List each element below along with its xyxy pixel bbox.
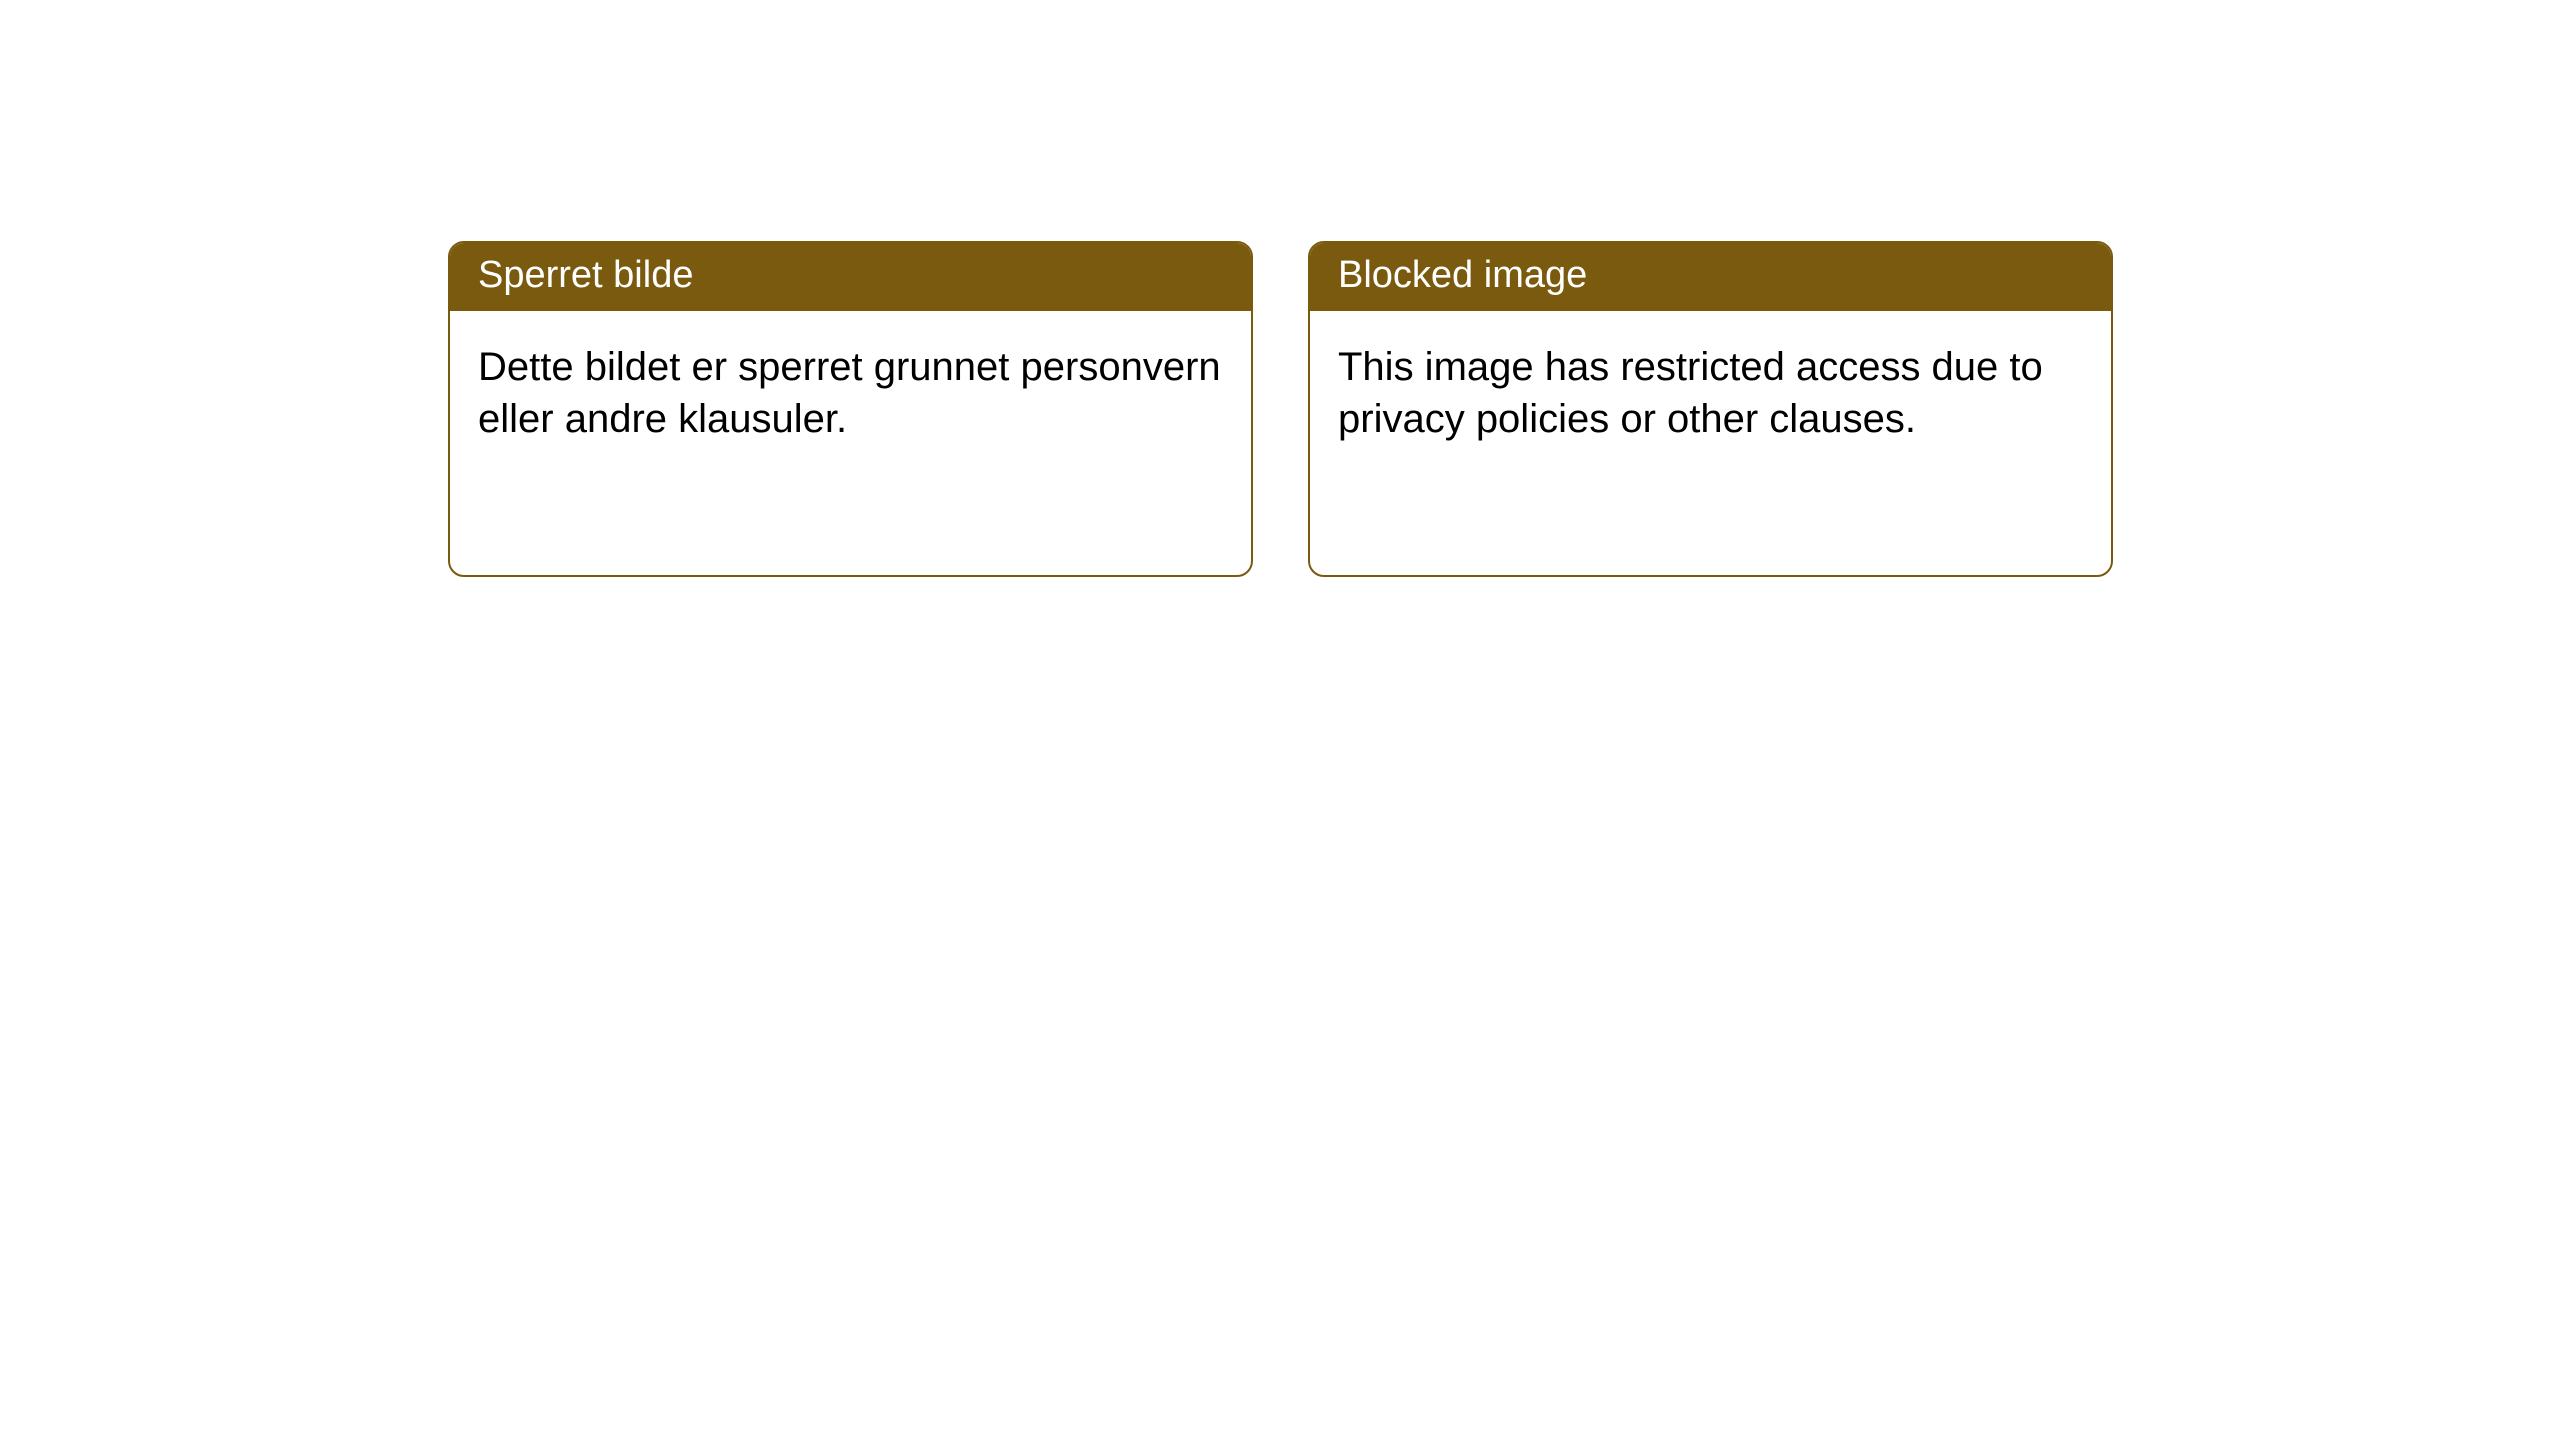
card-body-text: This image has restricted access due to … [1338,345,2043,442]
card-body: Dette bildet er sperret grunnet personve… [450,311,1251,477]
notice-card-english: Blocked image This image has restricted … [1308,241,2113,577]
card-header: Blocked image [1310,243,2111,311]
card-title: Blocked image [1338,254,1587,296]
notice-container: Sperret bilde Dette bildet er sperret gr… [448,241,2113,577]
card-body: This image has restricted access due to … [1310,311,2111,477]
card-header: Sperret bilde [450,243,1251,311]
notice-card-norwegian: Sperret bilde Dette bildet er sperret gr… [448,241,1253,577]
card-body-text: Dette bildet er sperret grunnet personve… [478,345,1221,442]
card-title: Sperret bilde [478,254,693,296]
